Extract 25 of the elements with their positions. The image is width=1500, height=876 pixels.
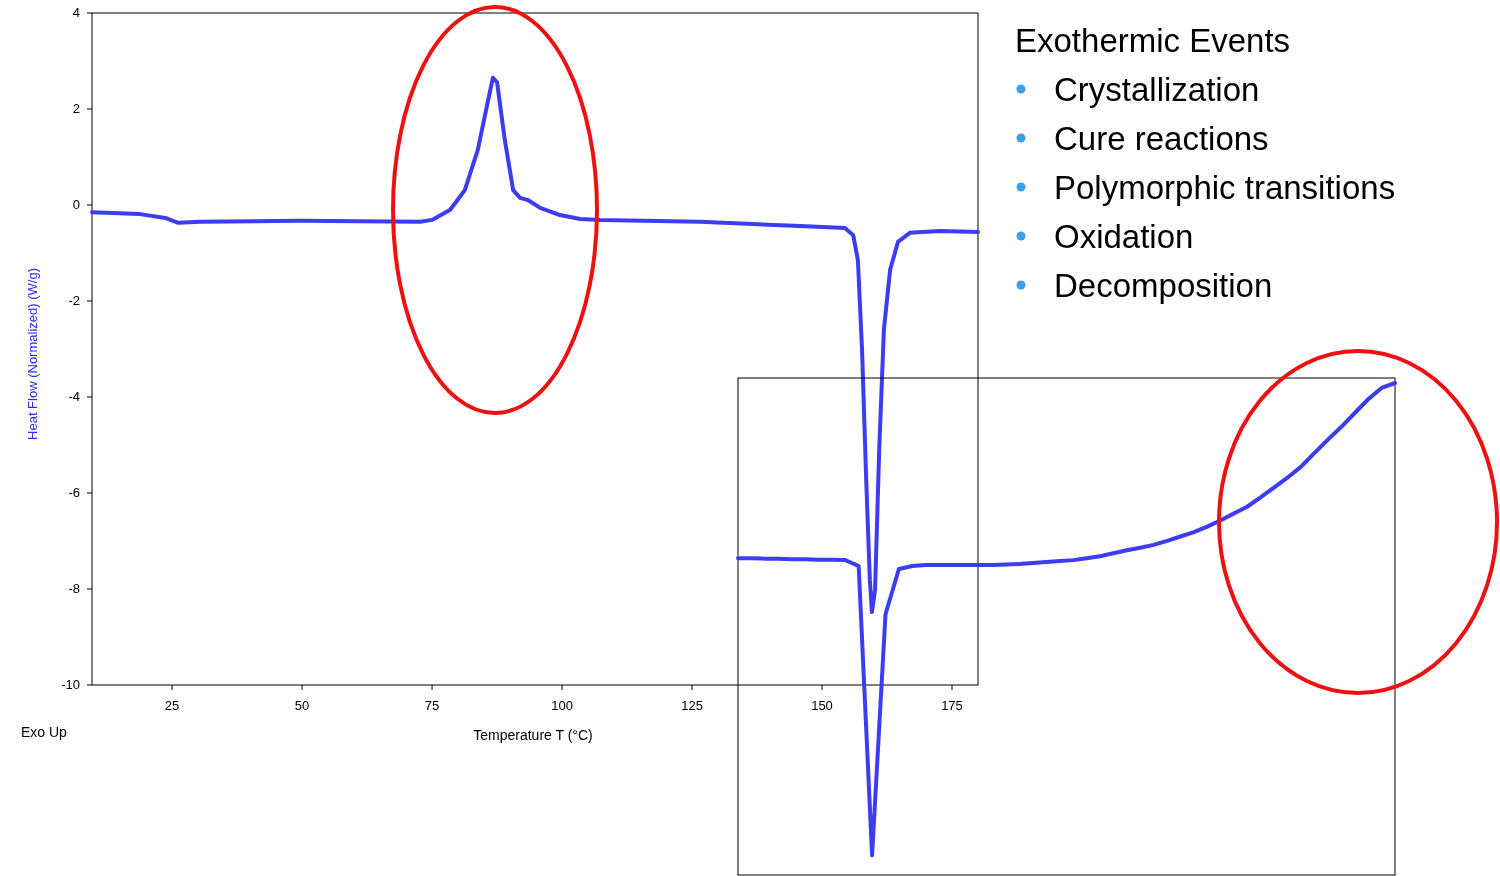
text: Exo Up [21, 724, 68, 740]
y-tick-label: 4 [72, 5, 80, 20]
x-tick-label: 100 [551, 698, 573, 713]
x-tick-label: 150 [811, 698, 833, 713]
x-tick-label: 25 [164, 698, 180, 713]
y-tick-label: -8 [68, 581, 80, 596]
y-tick-label: -10 [61, 677, 80, 692]
text: Polymorphic transitions [1054, 169, 1396, 206]
y-tick-label: -2 [68, 293, 80, 308]
y-tick-label: 0 [72, 197, 80, 212]
text: Decomposition [1054, 267, 1273, 304]
y-tick-label: -6 [68, 485, 80, 500]
y-tick-label: -4 [68, 389, 80, 404]
x-tick-label: 175 [941, 698, 963, 713]
x-tick-label: 125 [681, 698, 703, 713]
x-tick-label: 50 [294, 698, 310, 713]
x-tick-label: 75 [424, 698, 440, 713]
y-axis-title: Heat Flow (Normalized) (W/g) [25, 268, 40, 440]
line-series [90, 75, 980, 615]
y-tick-label: 2 [72, 101, 80, 116]
text: Crystallization [1054, 71, 1260, 108]
text: Oxidation [1054, 218, 1194, 255]
x-axis-title: Temperature T (°C) [473, 727, 593, 743]
text: Cure reactions [1054, 120, 1269, 157]
text: Exothermic Events [1015, 22, 1291, 59]
